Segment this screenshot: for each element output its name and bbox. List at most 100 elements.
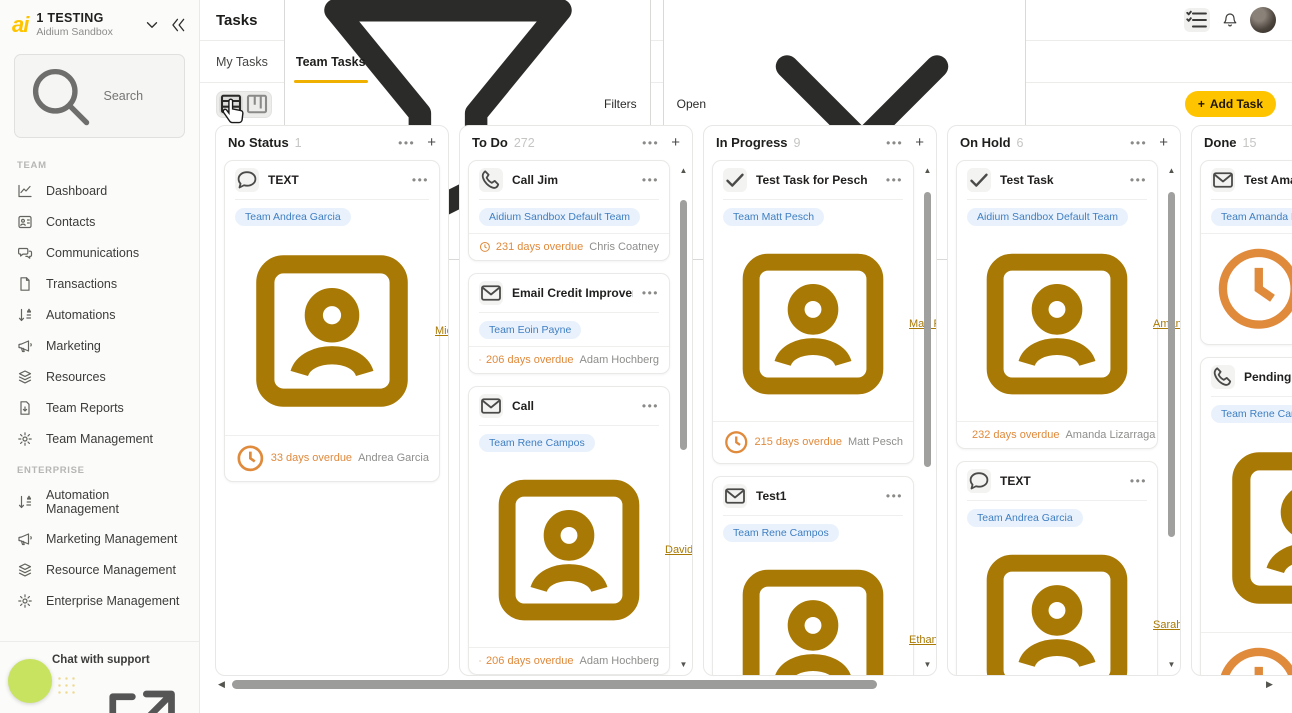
task-card[interactable]: Test Task ••• Aidium Sandbox Default Tea… [956,160,1180,449]
task-type-icon [967,469,991,493]
kanban-view-button[interactable] [245,94,269,115]
scroll-up-arrow-icon[interactable]: ▲ [1167,166,1176,175]
sidebar-item-label: Automations [46,308,116,322]
vertical-scroll-thumb[interactable] [924,192,931,467]
add-task-button[interactable]: + Add Task [1184,91,1276,117]
sidebar-collapse-icon[interactable] [169,16,187,34]
task-menu-button[interactable]: ••• [411,173,429,187]
vertical-scrollbar[interactable]: ▲ ▼ [677,166,690,669]
sidebar-item-resources[interactable]: Resources [0,362,199,393]
user-avatar[interactable] [1250,7,1276,33]
sidebar-item-automation-management[interactable]: Automation Management [0,481,199,524]
sidebar-item-marketing[interactable]: Marketing [0,331,199,362]
sidebar-item-team-reports[interactable]: Team Reports [0,393,199,424]
contact-link[interactable]: Michael Palmer [435,325,448,337]
task-card[interactable]: Test1 ••• Team Rene Campos Ethan Ramirez… [712,475,936,675]
task-menu-button[interactable]: ••• [885,173,903,187]
sort-arrows-icon [17,307,33,323]
list-check-icon [1184,7,1210,33]
horizontal-scrollbar[interactable]: ◀ ▶ [218,677,1278,691]
overdue-label: 232 days overdue [972,429,1060,441]
task-menu-button[interactable]: ••• [1129,173,1147,187]
task-menu-button[interactable]: ••• [1129,474,1147,488]
task-menu-button[interactable]: ••• [641,173,659,187]
board-toolbar: Filters Open + Add Task [200,0,1292,260]
chat-support-label: Chat with support [52,654,150,666]
scroll-down-arrow-icon[interactable]: ▼ [679,660,688,669]
task-menu-button[interactable]: ••• [885,488,903,503]
divider [479,199,659,200]
scroll-right-arrow-icon[interactable]: ▶ [1266,678,1273,689]
column-header: To Do 272 ••• + [460,126,692,157]
gear-icon [17,593,33,609]
sidebar-item-label: Team Management [46,432,154,446]
sidebar-item-communications[interactable]: Communications [0,238,199,269]
sidebar-item-label: Communications [46,246,140,260]
divider [235,199,429,200]
task-menu-button[interactable]: ••• [641,399,659,413]
sidebar-item-resource-management[interactable]: Resource Management [0,555,199,586]
search-box[interactable] [14,54,185,138]
task-menu-button[interactable]: ••• [641,286,659,300]
vertical-scrollbar[interactable]: ▲ ▼ [921,166,934,669]
contact-card-icon [967,535,1147,675]
vertical-scroll-thumb[interactable] [680,200,687,450]
sidebar-item-dashboard[interactable]: Dashboard [0,176,199,207]
sidebar-item-transactions[interactable]: Transactions [0,269,199,300]
checkmark-icon [723,168,747,192]
support-chat-button[interactable] [8,659,52,703]
sidebar-item-label: Marketing Management [46,532,178,546]
column-menu-button[interactable]: ••• [1130,135,1148,150]
scroll-down-arrow-icon[interactable]: ▼ [1167,660,1176,669]
column-header: In Progress 9 ••• + [704,126,936,157]
column-add-card-button[interactable]: + [915,134,924,151]
column-menu-button[interactable]: ••• [642,135,660,150]
table-view-button[interactable] [219,93,243,115]
sidebar-item-automations[interactable]: Automations [0,300,199,331]
scroll-left-arrow-icon[interactable]: ◀ [218,678,225,689]
column-add-card-button[interactable]: + [1159,134,1168,151]
task-card[interactable]: TEXT ••• Team Andrea Garcia Sarah Locke … [956,461,1180,675]
column-menu-button[interactable]: ••• [398,135,416,150]
contact-link[interactable]: Sarah Locke [1153,619,1180,631]
scroll-down-arrow-icon[interactable]: ▼ [923,660,932,669]
sidebar-item-team-management[interactable]: Team Management [0,424,199,455]
task-card[interactable]: Test Amanda ••• Team Amanda Lizarraga 25… [1200,160,1292,345]
task-card[interactable]: Call ••• Team Rene Campos David Mitchell… [468,386,692,675]
vertical-scroll-thumb[interactable] [1168,192,1175,537]
report-document-icon [17,400,33,416]
column-add-card-button[interactable]: + [427,134,436,151]
sidebar-item-enterprise-management[interactable]: Enterprise Management [0,586,199,617]
tab-team-tasks[interactable]: Team Tasks [293,41,368,83]
column-add-card-button[interactable]: + [671,134,680,151]
sidebar-item-contacts[interactable]: Contacts [0,207,199,238]
task-card[interactable]: TEXT ••• Team Andrea Garcia Michael Palm… [224,160,448,482]
column-count: 1 [294,135,302,150]
task-type-icon [479,281,503,305]
column-menu-button[interactable]: ••• [886,135,904,150]
document-icon [17,276,33,292]
team-badge: Team Andrea Garcia [967,509,1083,527]
notifications-bell-icon[interactable] [1222,12,1238,28]
sidebar-item-marketing-management[interactable]: Marketing Management [0,524,199,555]
vertical-scrollbar[interactable]: ▲ ▼ [1165,166,1178,669]
tab-my-tasks[interactable]: My Tasks [216,54,268,69]
workspace-switcher[interactable]: ai 1 TESTING Aidium Sandbox [0,0,199,46]
scroll-up-arrow-icon[interactable]: ▲ [923,166,932,175]
dots-decoration [56,675,78,697]
task-card[interactable]: Pending Call ••• Team Rene Campos Samant… [1200,356,1292,675]
view-options-button[interactable] [1184,8,1210,32]
search-input[interactable] [103,88,175,103]
section-label: TEAM [17,159,47,171]
team-badge: Team Amanda Lizarraga [1211,208,1292,226]
task-card[interactable]: Test Task for Pesch ••• Team Matt Pesch … [712,160,936,464]
task-card[interactable]: Email Credit Improvement Tips ••• Team E… [468,273,670,374]
contact-link[interactable]: Ethan Ramirez [909,633,936,646]
task-card[interactable]: Call Jim ••• Aidium Sandbox Default Team… [468,160,670,261]
clock-icon [479,660,481,662]
scroll-up-arrow-icon[interactable]: ▲ [679,166,688,175]
team-badge: Aidium Sandbox Default Team [479,208,641,226]
chevron-down-icon[interactable] [143,16,161,34]
contact-link[interactable]: David Mitchell [665,544,692,556]
horizontal-scroll-thumb[interactable] [232,679,877,689]
